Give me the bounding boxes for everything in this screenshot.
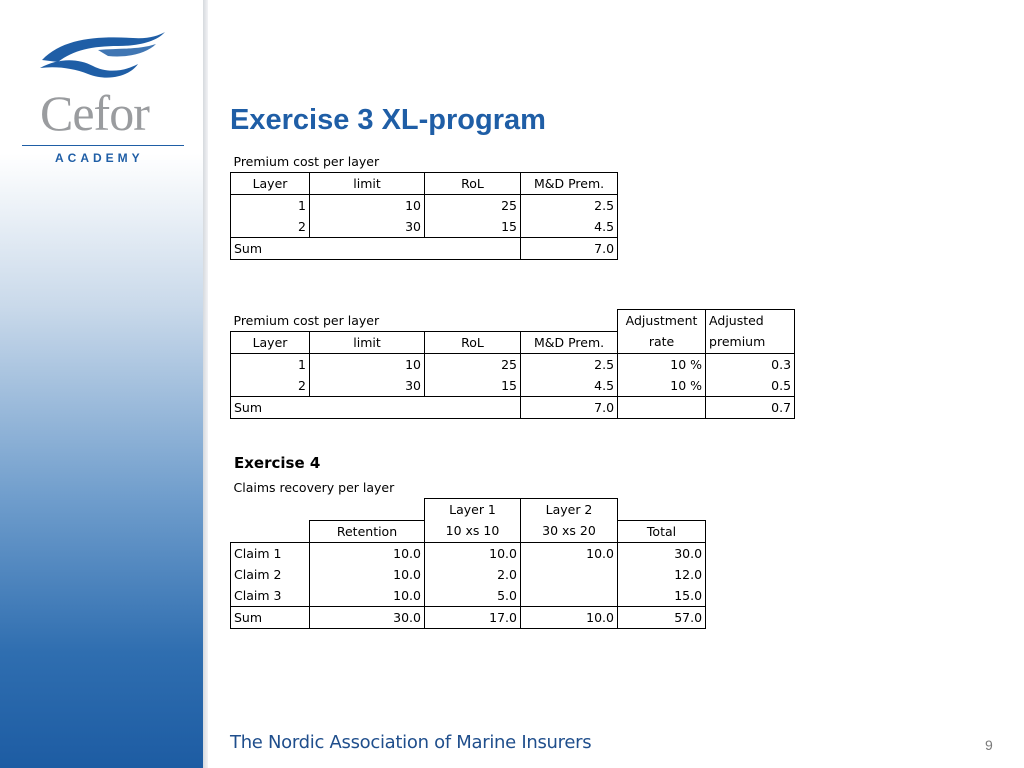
header-adjustment: Adjustment	[617, 309, 707, 331]
footer-text: The Nordic Association of Marine Insurer…	[230, 732, 592, 753]
header-layer: Layer	[230, 330, 310, 354]
table-cell: 25	[424, 353, 521, 375]
empty-cell	[230, 520, 310, 543]
table-cell: 0.5	[705, 374, 796, 397]
premium-table: Premium cost per layer Layer limit RoL M…	[230, 151, 619, 260]
empty-cell	[310, 499, 425, 521]
table-cell: 10.0	[309, 542, 425, 564]
table-cell: 2.5	[520, 194, 619, 216]
table-row: 2 30 15 4.5 10 % 0.5	[230, 374, 796, 397]
table-cell: 10.0	[309, 563, 425, 585]
table-row: Claim 2 10.0 2.0 12.0	[230, 563, 707, 585]
table-cell: 10 %	[617, 353, 707, 375]
header-rate: rate	[617, 331, 707, 354]
header-md-prem: M&D Prem.	[520, 330, 619, 354]
header-retention: Retention	[309, 519, 425, 543]
table-cell: 2	[230, 374, 310, 397]
table-cell: Claim 2	[230, 563, 310, 585]
table-cell: 10.0	[424, 542, 521, 564]
header-md-prem: M&D Prem.	[520, 172, 619, 195]
table-cell: 4.5	[520, 216, 619, 238]
empty-cell	[618, 499, 706, 521]
table-cell: Claim 1	[230, 542, 310, 564]
table-row: Claim 3 10.0 5.0 15.0	[230, 584, 707, 607]
header-layer: Layer	[230, 172, 310, 195]
header-adjusted: Adjusted	[705, 309, 796, 331]
header-total: Total	[617, 519, 707, 543]
claims-recovery-table: Claims recovery per layer Layer 1 Layer …	[230, 477, 707, 629]
table-cell: 10	[309, 194, 425, 216]
sum-row: Sum 7.0 0.7	[230, 396, 796, 419]
sum-layer2: 10.0	[520, 606, 618, 629]
sum-value: 7.0	[520, 396, 619, 419]
table-cell: 15	[424, 374, 521, 397]
premium-table-caption: Premium cost per layer	[233, 154, 380, 169]
table-row: 1 10 25 2.5	[230, 194, 619, 216]
table-cell: 30	[309, 374, 425, 397]
table-cell: 1	[230, 194, 310, 216]
table-row: 2 30 15 4.5	[230, 216, 619, 238]
sum-label: Sum	[230, 396, 521, 419]
academy-label: ACADEMY	[55, 151, 144, 165]
empty-cell	[231, 499, 310, 521]
header-limit: limit	[309, 330, 425, 354]
claims-table-caption: Claims recovery per layer	[233, 480, 395, 495]
header-premium: premium	[705, 331, 796, 354]
table-cell: 30	[309, 216, 425, 238]
sidebar-gradient	[0, 0, 203, 768]
header-layer1: Layer 1	[424, 498, 521, 520]
adjusted-premium-table: Premium cost per layer Adjustment Adjust…	[230, 309, 796, 419]
sum-retention: 30.0	[309, 606, 425, 629]
table-cell: 15.0	[617, 584, 707, 607]
sum-rate-empty	[617, 396, 707, 419]
table-cell: 10.0	[520, 542, 618, 564]
table-cell	[520, 563, 618, 585]
logo-divider	[22, 145, 184, 146]
header-rol: RoL	[424, 172, 521, 195]
table-cell: 12.0	[617, 563, 707, 585]
table-cell: 10	[309, 353, 425, 375]
sum-label: Sum	[230, 237, 521, 260]
table-cell: 15	[424, 216, 521, 238]
sum-total: 57.0	[617, 606, 707, 629]
table-cell: 1	[230, 353, 310, 375]
cefor-wave-icon	[40, 32, 165, 78]
header-layer2: Layer 2	[520, 498, 618, 520]
sum-row: Sum 30.0 17.0 10.0 57.0	[230, 606, 707, 629]
table-cell: Claim 3	[230, 584, 310, 607]
table-cell: 2	[230, 216, 310, 238]
header-30xs20: 30 xs 20	[520, 520, 618, 543]
table-cell: 5.0	[424, 584, 521, 607]
table-row: Claim 1 10.0 10.0 10.0 30.0	[230, 542, 707, 564]
sum-adjusted: 0.7	[705, 396, 796, 419]
table-cell: 30.0	[617, 542, 707, 564]
cefor-logo-text: Cefor	[40, 85, 150, 141]
table-row: 1 10 25 2.5 10 % 0.3	[230, 353, 796, 375]
sidebar-divider	[203, 0, 208, 768]
table-cell	[520, 584, 618, 607]
table-cell: 2.0	[424, 563, 521, 585]
table-cell: 4.5	[520, 374, 619, 397]
header-rol: RoL	[424, 330, 521, 354]
table-cell: 2.5	[520, 353, 619, 375]
header-10xs10: 10 xs 10	[424, 520, 521, 543]
sum-layer1: 17.0	[424, 606, 521, 629]
page-title: Exercise 3 XL-program	[230, 104, 546, 136]
sum-label: Sum	[230, 606, 310, 629]
sum-row: Sum 7.0	[230, 237, 619, 260]
table-cell: 10 %	[617, 374, 707, 397]
table-cell: 10.0	[309, 584, 425, 607]
exercise4-heading: Exercise 4	[234, 454, 321, 472]
page-number: 9	[985, 737, 993, 753]
adjusted-table-caption: Premium cost per layer	[233, 312, 380, 328]
header-limit: limit	[309, 172, 425, 195]
table-cell: 25	[424, 194, 521, 216]
sum-value: 7.0	[520, 237, 619, 260]
table-cell: 0.3	[705, 353, 796, 375]
